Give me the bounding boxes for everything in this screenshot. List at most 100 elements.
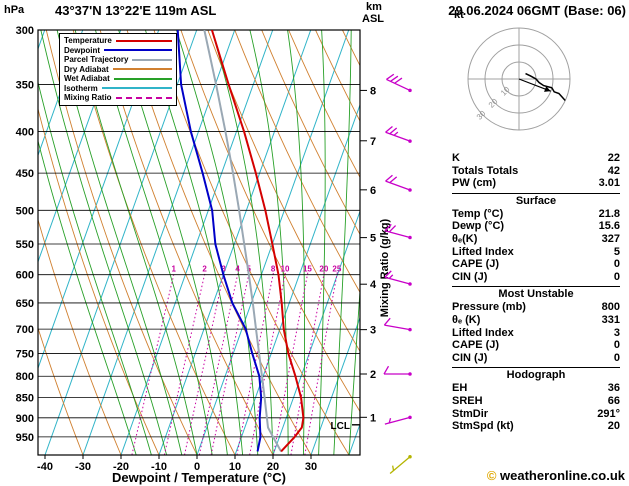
mixing-ratio-line xyxy=(210,271,250,455)
index-label: StmDir xyxy=(452,407,489,420)
index-value: 800 xyxy=(601,301,620,314)
pressure-tick-label: 750 xyxy=(16,348,34,360)
pressure-tick-label: 300 xyxy=(16,25,34,37)
km-tick-label: 2 xyxy=(370,369,376,381)
index-row: Totals Totals 42 xyxy=(452,165,620,178)
pressure-tick-label: 800 xyxy=(16,371,34,383)
wind-barb xyxy=(384,415,412,425)
legend-label: Dewpoint xyxy=(64,45,100,55)
mixing-ratio-line xyxy=(163,271,206,455)
legend-label: Wet Adiabat xyxy=(64,74,110,84)
index-row: CIN (J) 0 xyxy=(452,271,620,284)
index-row: θₑ(K) 327 xyxy=(452,233,620,246)
index-value: 331 xyxy=(601,313,620,326)
mixing-ratio-axis-title: Mixing Ratio (g/kg) xyxy=(379,218,391,317)
lcl-label: LCL xyxy=(331,421,350,432)
dry-adiabat-line xyxy=(288,30,360,179)
wet-adiabat-line xyxy=(318,30,326,455)
legend-item: Dewpoint xyxy=(64,46,172,56)
legend: Temperature Dewpoint Parcel Trajectory Dry … xyxy=(59,33,177,106)
hodograph-trace xyxy=(525,72,566,102)
index-value: 21.8 xyxy=(598,207,620,220)
mixing-ratio-label: 15 xyxy=(303,265,312,274)
pressure-tick-label: 600 xyxy=(16,270,34,282)
isotherm-line xyxy=(38,30,84,157)
km-tick-label: 6 xyxy=(370,185,376,197)
index-row: Lifted Index 3 xyxy=(452,327,620,340)
index-label: CIN (J) xyxy=(452,270,488,283)
mixing-ratio-line xyxy=(290,271,325,455)
legend-item: Temperature xyxy=(64,36,172,46)
wind-barb xyxy=(384,223,412,240)
index-row: θₑ (K) 331 xyxy=(452,314,620,327)
index-label: Dewp (°C) xyxy=(452,220,505,233)
index-row: PW (cm) 3.01 xyxy=(452,177,620,190)
index-label: CAPE (J) xyxy=(452,258,500,271)
pressure-tick-label: 350 xyxy=(16,79,34,91)
pressure-tick-label: 450 xyxy=(16,168,34,180)
index-label: Lifted Index xyxy=(452,326,514,339)
index-label: Temp (°C) xyxy=(452,207,504,220)
wind-barb xyxy=(384,270,412,286)
indices-panel: K 22 Totals Totals 42 PW (cm) 3.01 Surface Temp… xyxy=(452,152,620,433)
index-value: 3 xyxy=(613,326,620,339)
temperature-curve xyxy=(210,30,305,453)
isotherm-line xyxy=(0,30,7,455)
pressure-axis-unit: hPa xyxy=(4,4,25,16)
index-row: CAPE (J) 0 xyxy=(452,339,620,352)
temp-tick-label: -10 xyxy=(151,461,167,473)
km-tick-label: 3 xyxy=(370,325,376,337)
legend-line-sample xyxy=(113,77,172,80)
index-row: SREH 66 xyxy=(452,395,620,408)
temp-tick-label: -30 xyxy=(75,461,91,473)
section-title: Most Unstable xyxy=(452,286,620,301)
copyright: © weatheronline.co.uk xyxy=(487,468,625,483)
legend-item: Dry Adiabat xyxy=(64,65,172,75)
pressure-tick-label: 950 xyxy=(16,432,34,444)
index-row: Dewp (°C) 15.6 xyxy=(452,220,620,233)
altitude-axis-unit-km: km xyxy=(366,1,382,13)
temp-tick-label: 0 xyxy=(194,461,200,473)
legend-label: Isotherm xyxy=(64,83,98,93)
temp-tick-label: 20 xyxy=(267,461,279,473)
dry-adiabat-line xyxy=(234,30,360,294)
index-label: PW (cm) xyxy=(452,177,496,190)
dewpoint-curve xyxy=(176,30,263,452)
legend-item: Wet Adiabat xyxy=(64,74,172,84)
legend-label: Temperature xyxy=(64,36,112,46)
parcel-trajectory-curve xyxy=(203,30,282,452)
mixing-ratio-label: 3 xyxy=(221,265,226,274)
isotherm-line xyxy=(310,316,360,455)
mixing-ratio-line xyxy=(236,271,275,455)
index-value: 66 xyxy=(607,394,620,407)
pressure-tick-label: 550 xyxy=(16,239,34,251)
isotherm-line xyxy=(158,30,312,455)
index-row: CIN (J) 0 xyxy=(452,352,620,365)
legend-line-sample xyxy=(101,87,172,90)
temp-tick-label: -40 xyxy=(37,461,53,473)
section-title: Hodograph xyxy=(452,367,620,382)
index-value: 327 xyxy=(601,232,620,245)
wind-barb xyxy=(385,174,412,192)
hodograph-ring xyxy=(484,44,554,114)
index-value: 0 xyxy=(613,270,620,283)
station-title: 43°37'N 13°22'E 119m ASL xyxy=(55,3,217,18)
temp-tick-label: -20 xyxy=(113,461,129,473)
mixing-ratio-label: 1 xyxy=(172,265,177,274)
pressure-tick-label: 650 xyxy=(16,298,34,310)
legend-line-sample xyxy=(115,96,172,99)
wind-barb xyxy=(386,73,412,93)
legend-item: Mixing Ratio xyxy=(64,93,172,103)
index-row: Pressure (mb) 800 xyxy=(452,301,620,314)
legend-line-sample xyxy=(115,39,172,42)
copyright-text: weatheronline.co.uk xyxy=(496,468,625,483)
storm-motion-arrowhead xyxy=(544,86,551,92)
index-row: CAPE (J) 0 xyxy=(452,258,620,271)
plot-frame xyxy=(37,29,361,456)
legend-label: Parcel Trajectory xyxy=(64,55,129,65)
index-label: StmSpd (kt) xyxy=(452,420,514,433)
hodograph-ring-label: 20 xyxy=(487,97,500,110)
index-label: θₑ(K) xyxy=(452,232,478,245)
